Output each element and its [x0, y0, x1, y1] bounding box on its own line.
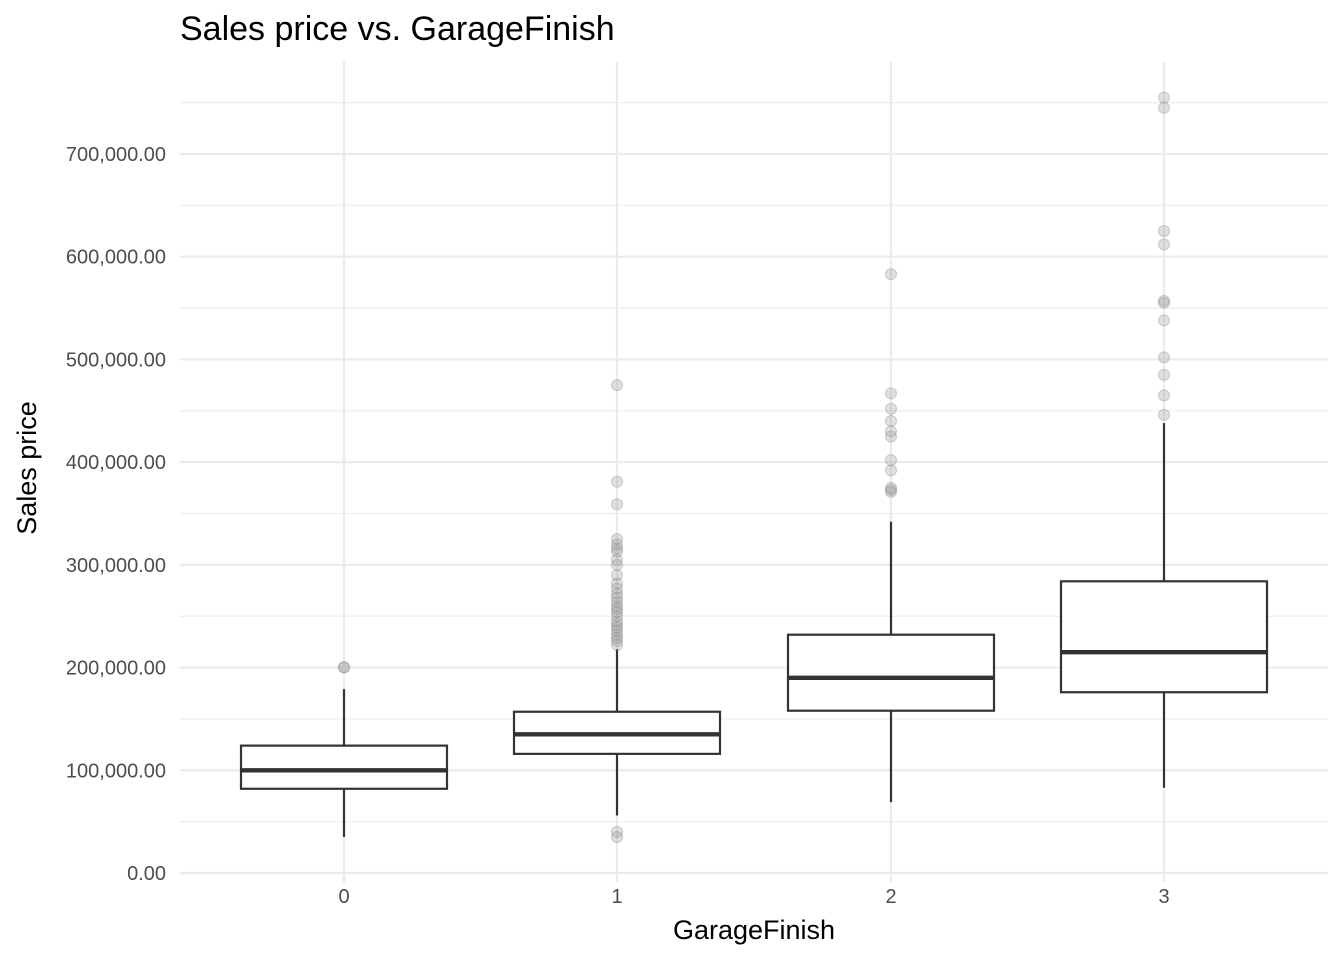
- grid: [180, 62, 1328, 882]
- box-0: [239, 661, 449, 838]
- outlier-point: [611, 606, 623, 619]
- outlier-point: [611, 638, 623, 651]
- outlier-point: [611, 631, 623, 644]
- outlier-point: [611, 558, 623, 571]
- outlier-point: [611, 569, 623, 582]
- outlier-point: [611, 577, 623, 590]
- outlier-point: [885, 402, 897, 415]
- outlier-point: [611, 542, 623, 555]
- x-tick-label: 3: [1158, 886, 1169, 908]
- y-tick-label: 300,000.00: [66, 555, 166, 577]
- outlier-point: [611, 603, 623, 616]
- box-iqr: [786, 633, 996, 712]
- outlier-point: [885, 481, 897, 494]
- outlier-point: [1158, 351, 1170, 364]
- outlier-point: [611, 553, 623, 566]
- outlier-point: [885, 415, 897, 428]
- outlier-point: [885, 464, 897, 477]
- box-2: [786, 268, 996, 803]
- x-axis-title: GarageFinish: [673, 915, 835, 945]
- outlier-point: [1158, 101, 1170, 114]
- x-tick-label: 1: [611, 886, 622, 908]
- axes: 0.00 100,000.00 200,000.00 300,000.00 400,00…: [66, 144, 1170, 908]
- outlier-point: [885, 483, 897, 496]
- x-tick-label: 2: [885, 886, 896, 908]
- outlier-point: [611, 538, 623, 551]
- outlier-point: [1158, 296, 1170, 309]
- outlier-point: [611, 498, 623, 511]
- outlier-point: [611, 591, 623, 604]
- x-tick-label: 0: [338, 886, 349, 908]
- outlier-point: [1158, 368, 1170, 381]
- y-tick-label: 400,000.00: [66, 452, 166, 474]
- outlier-point: [611, 618, 623, 631]
- outlier-point: [611, 615, 623, 628]
- outlier-point: [1158, 225, 1170, 238]
- y-tick-label: 700,000.00: [66, 144, 166, 166]
- outlier-point: [1158, 389, 1170, 402]
- outlier-point: [611, 582, 623, 595]
- y-tick-label: 600,000.00: [66, 247, 166, 269]
- outlier-point: [611, 621, 623, 634]
- outlier-point: [1158, 238, 1170, 251]
- outlier-point: [611, 831, 623, 844]
- outlier-point: [611, 599, 623, 612]
- outlier-point: [611, 610, 623, 623]
- outlier-point: [611, 624, 623, 637]
- box-1: [512, 379, 722, 844]
- outlier-point: [338, 661, 350, 674]
- outlier-point: [611, 634, 623, 647]
- y-tick-label: 100,000.00: [66, 760, 166, 782]
- box-iqr: [1059, 580, 1269, 694]
- outlier-point: [885, 454, 897, 467]
- box-iqr: [239, 744, 449, 790]
- outlier-point: [611, 825, 623, 838]
- outlier-point: [611, 628, 623, 641]
- outlier-point: [611, 595, 623, 608]
- outlier-point: [885, 430, 897, 443]
- outlier-point: [1158, 294, 1170, 307]
- outlier-point: [611, 587, 623, 600]
- outlier-point: [611, 533, 623, 546]
- outlier-point: [885, 425, 897, 438]
- y-tick-label: 500,000.00: [66, 349, 166, 371]
- boxes: [239, 91, 1269, 844]
- outlier-point: [338, 661, 350, 674]
- outlier-point: [1158, 408, 1170, 421]
- outlier-point: [611, 475, 623, 488]
- outlier-point: [611, 379, 623, 392]
- outlier-point: [611, 545, 623, 558]
- box-3: [1059, 91, 1269, 788]
- chart-title: Sales price vs. GarageFinish: [180, 10, 615, 48]
- outlier-point: [1158, 91, 1170, 104]
- outlier-point: [885, 485, 897, 498]
- outlier-point: [1158, 314, 1170, 327]
- y-axis-title: Sales price: [12, 401, 42, 535]
- y-tick-label: 0.00: [127, 863, 166, 885]
- y-tick-label: 200,000.00: [66, 658, 166, 680]
- outlier-point: [885, 387, 897, 400]
- outlier-point: [885, 268, 897, 281]
